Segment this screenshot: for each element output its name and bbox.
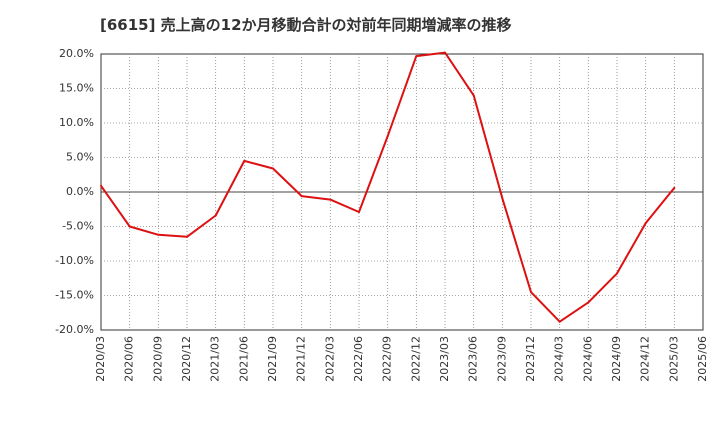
- x-tick-label: 2021/09: [266, 336, 279, 382]
- x-tick-label: 2022/03: [323, 336, 336, 382]
- x-tick-label: 2024/03: [553, 336, 566, 382]
- y-tick-label: 5.0%: [66, 151, 94, 164]
- data-point: [587, 301, 590, 304]
- x-tick-label: 2025/06: [696, 336, 709, 382]
- data-point: [673, 186, 676, 189]
- x-tick-label: 2022/06: [352, 336, 365, 382]
- data-point: [386, 135, 389, 138]
- x-tick-label: 2024/09: [610, 336, 623, 382]
- x-tick-label: 2020/12: [180, 336, 193, 382]
- chart-title: [6615] 売上高の12か月移動合計の対前年同期増減率の推移: [100, 16, 512, 34]
- data-point: [186, 235, 188, 238]
- x-tick-label: 2023/03: [438, 336, 451, 382]
- y-tick-label: -15.0%: [55, 289, 94, 302]
- data-point: [128, 225, 131, 228]
- data-point: [616, 272, 618, 275]
- x-tick-label: 2022/09: [381, 336, 394, 382]
- data-point: [444, 51, 446, 54]
- data-point: [272, 167, 274, 170]
- horizontal-gridlines: [101, 88, 703, 296]
- y-tick-label: 15.0%: [59, 82, 94, 95]
- x-tick-label: 2024/06: [581, 336, 594, 382]
- x-tick-label: 2021/03: [209, 336, 222, 382]
- x-tick-label: 2020/09: [151, 336, 164, 382]
- data-point: [472, 94, 475, 97]
- data-point: [558, 320, 561, 323]
- y-tick-label: -5.0%: [62, 220, 94, 233]
- x-tick-label: 2023/09: [495, 336, 508, 382]
- x-tick-label: 2021/06: [237, 336, 250, 382]
- y-axis-ticks: 20.0% 15.0% 10.0% 5.0% 0.0% -5.0% -10.0% -15.0%…: [55, 47, 94, 336]
- y-tick-label: 0.0%: [66, 185, 94, 198]
- x-axis-ticks: 2020/03 2020/06 2020/09 2020/12 2021/03 2021/…: [94, 336, 709, 382]
- x-tick-label: 2021/12: [295, 336, 308, 382]
- x-tick-label: 2024/12: [639, 336, 652, 382]
- data-point: [415, 55, 418, 58]
- x-tick-label: 2020/06: [123, 336, 136, 382]
- data-point: [157, 233, 160, 236]
- x-tick-label: 2020/03: [94, 336, 107, 382]
- y-tick-label: 20.0%: [59, 47, 94, 60]
- data-point: [358, 211, 360, 214]
- x-tick-label: 2023/12: [524, 336, 537, 382]
- x-tick-label: 2023/06: [467, 336, 480, 382]
- y-tick-label: 10.0%: [59, 116, 94, 129]
- data-point: [329, 198, 332, 201]
- y-tick-label: -20.0%: [55, 323, 94, 336]
- x-tick-label: 2022/12: [409, 336, 422, 382]
- x-tick-label: 2025/03: [667, 336, 680, 382]
- data-point: [214, 214, 217, 217]
- data-point: [530, 291, 532, 294]
- series-group: [100, 51, 676, 323]
- data-point: [644, 222, 647, 225]
- data-point: [501, 197, 504, 200]
- y-tick-label: -10.0%: [55, 254, 94, 267]
- data-point: [100, 184, 102, 187]
- data-point: [300, 195, 303, 198]
- data-point: [243, 159, 246, 162]
